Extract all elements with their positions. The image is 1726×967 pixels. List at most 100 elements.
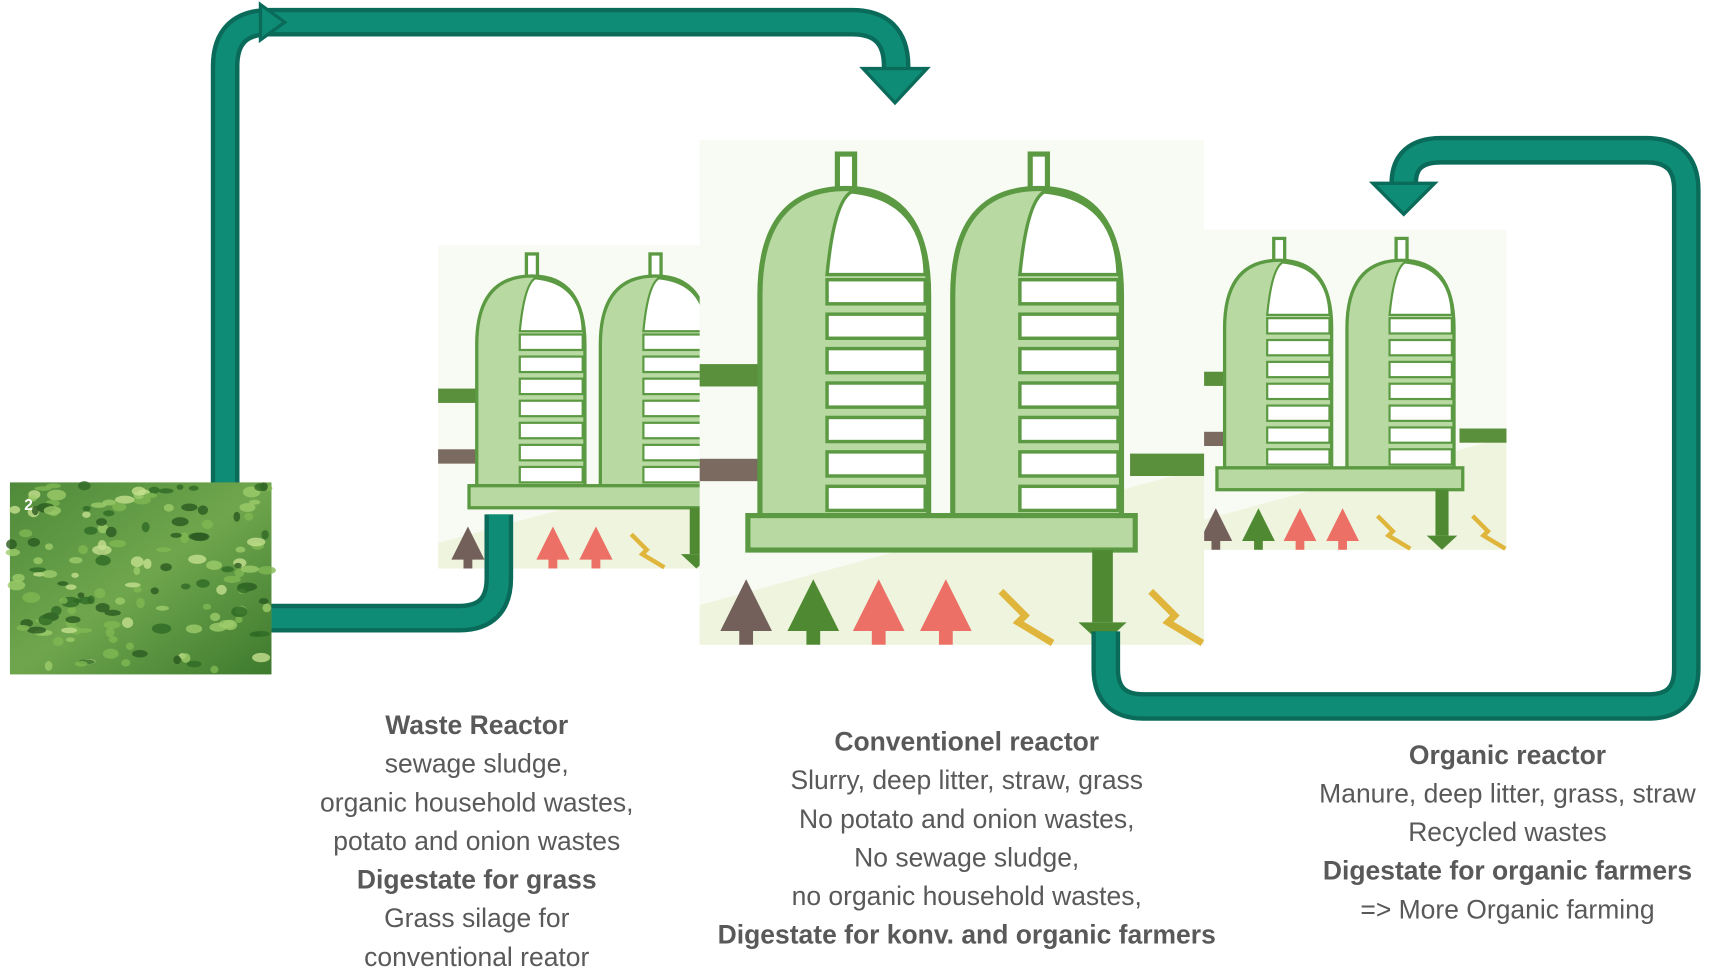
grass-leaf [121,659,131,667]
tank-row [1388,426,1453,444]
flow-loops [210,1,1701,721]
caption-line: no organic household wastes, [792,881,1142,911]
grass-leaf [34,486,52,491]
grass-leaf [173,655,182,665]
grass-leaf [78,481,91,491]
grass-leaf [257,566,276,575]
tank [1345,236,1456,470]
grass-leaf [78,545,88,555]
loop-body [1095,140,1697,717]
caption-line: Slurry, deep litter, straw, grass [790,765,1143,795]
grass-leaf [231,606,248,617]
outlet [1092,550,1113,623]
grass-leaf [185,624,203,634]
grass-leaf [122,617,134,628]
grass-leaf [29,567,47,573]
grass-leaf [141,522,150,533]
tank-row [642,355,708,374]
caption-line: conventional reator [364,942,589,967]
caption-line: Manure, deep litter, grass, straw [1319,778,1696,808]
tank-row [1018,346,1120,375]
grass-leaf [92,545,112,555]
tank-row [518,399,584,418]
grass-leaf [151,623,172,634]
tank-dome [1017,190,1120,277]
grass-leaf [43,506,62,515]
caption-line: sewage sludge, [385,749,569,779]
grass-leaf [61,627,78,634]
grass-leaf [239,503,256,512]
grass-leaf [133,566,141,575]
tank-row [1266,448,1331,466]
grass-leaf [188,485,199,491]
image-label: 2 [24,497,33,514]
caption-line: => More Organic farming [1360,894,1654,924]
pipe [1130,453,1205,476]
tank-dome [518,277,584,333]
grass-leaf [108,539,127,548]
tank [950,151,1125,519]
tank-row [1266,426,1331,444]
base [745,513,1138,553]
grass-leaf [27,495,37,502]
grass-leaf [143,558,152,570]
grass-leaf [125,642,134,651]
outlet [1435,489,1449,536]
grass-leaf [150,587,159,595]
grass-leaf [65,616,81,624]
grass-leaf [51,605,62,616]
grass-leaf [82,511,91,518]
tank-row [518,377,584,396]
grass-leaf [5,548,21,557]
tank-row [825,278,927,306]
grass-leaf [262,603,272,613]
grass-leaf [144,492,157,499]
up-arrow [787,579,840,631]
tank-row [518,333,584,352]
loop-arrow [859,66,931,106]
grass-leaf [27,537,41,547]
up-arrow [1326,508,1359,542]
tank-row [1266,382,1331,401]
grass-leaf [181,503,198,512]
grass-leaf [82,505,91,512]
tank-row [642,377,708,396]
tank-row [642,333,708,352]
grass-leaf [105,627,115,638]
tank-row [1266,338,1331,357]
grass-leaf [180,532,189,544]
grass-leaf [233,511,241,522]
grass-leaf [181,653,191,663]
tank-row [518,443,584,462]
pipe [699,458,769,482]
grass-leaf [247,537,266,547]
grass-leaf [206,560,223,570]
reactor-plant [1186,229,1507,551]
grass-leaf [209,612,221,622]
grass-leaf [258,598,269,605]
tank-row [1018,381,1120,409]
caption-heading: Conventionel reactor [834,727,1099,757]
base [467,484,719,510]
up-arrow-stem [548,558,558,569]
grass-leaf [22,592,41,603]
grass-leaf [105,526,117,538]
up-arrow-stem [1254,539,1263,550]
bolt [1148,588,1205,646]
up-arrow-stem [1295,539,1305,550]
grass-leaf [234,568,245,578]
grass-leaf [171,517,189,527]
grass-leaf [201,519,213,529]
grass-leaf [95,555,111,566]
up-arrow [1283,508,1317,542]
grass-leaf [84,526,98,535]
up-arrow [720,579,772,631]
grass-leaf [38,614,53,626]
up-arrow [1199,508,1233,542]
caption-line: potato and onion wastes [333,826,620,856]
grass-leaf [27,626,47,634]
grass-leaf [251,630,270,637]
tank [475,252,587,488]
grass-leaf [210,665,219,674]
captions: Waste Reactor sewage sludge, organic house… [320,710,1697,967]
